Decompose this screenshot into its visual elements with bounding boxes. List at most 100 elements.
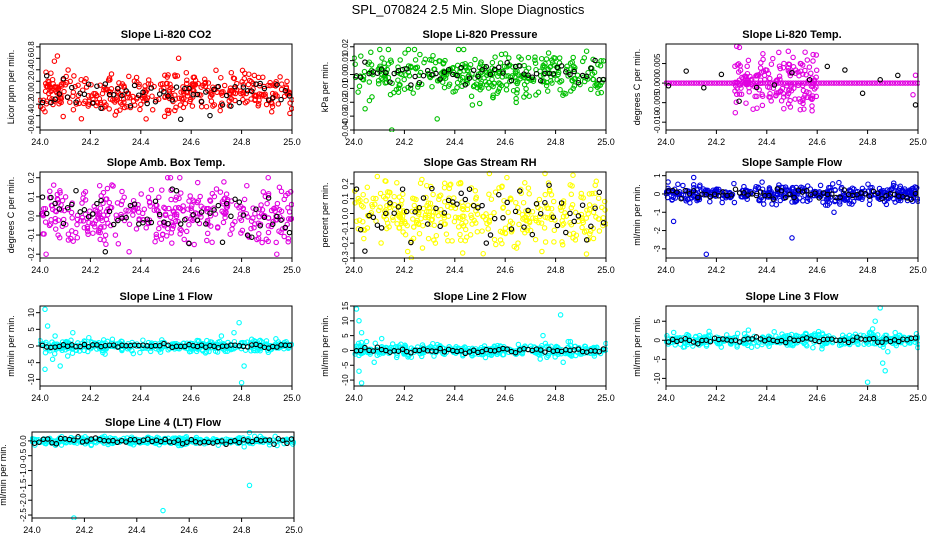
series-point (465, 202, 471, 208)
mean-point (533, 201, 540, 207)
series-point (175, 204, 182, 211)
series-point (177, 174, 183, 181)
mean-point (215, 202, 222, 209)
mean-point (162, 436, 168, 443)
series-point (563, 213, 570, 219)
mean-point (496, 64, 502, 71)
mean-point (682, 187, 689, 194)
mean-point (437, 345, 443, 352)
series-point (768, 98, 774, 104)
x-tick-label: 24.4 (132, 137, 150, 147)
series-point (88, 81, 94, 88)
series-point (431, 205, 437, 211)
series-point (389, 341, 396, 347)
series-point (449, 238, 455, 244)
mean-point (36, 439, 42, 445)
series-point (899, 80, 906, 86)
series-point (698, 80, 705, 86)
series-point (719, 199, 725, 206)
series-point (411, 46, 418, 53)
series-point (164, 107, 171, 114)
series-point (549, 80, 555, 86)
y-tick-label: -5 (341, 361, 350, 369)
chart-title: Slope Line 4 (LT) Flow (105, 417, 221, 429)
mean-point (362, 59, 368, 65)
series-point (241, 340, 248, 346)
series-point (583, 48, 590, 54)
series-point (57, 188, 63, 194)
mean-point (563, 229, 569, 236)
series-point (80, 100, 87, 107)
mean-point (542, 199, 548, 206)
mean-point (859, 90, 866, 97)
series-point (269, 103, 276, 110)
mean-point (504, 346, 510, 352)
series-point (162, 205, 168, 212)
mean-point (223, 441, 229, 448)
series-point (584, 76, 591, 82)
outlier-point (248, 336, 255, 343)
mean-point (592, 57, 598, 64)
series-point (133, 226, 140, 232)
y-tick-label: 10 (341, 316, 350, 325)
series-point (376, 207, 382, 214)
series-point (65, 237, 72, 243)
y-tick-label: -1 (653, 208, 662, 216)
mean-point (110, 342, 117, 348)
series-point (489, 59, 496, 66)
mean-point (420, 195, 427, 201)
series-point (418, 215, 424, 222)
mean-point (119, 92, 125, 99)
series-point (98, 193, 104, 199)
series-point (897, 80, 903, 86)
series-point (815, 80, 822, 86)
series-point (188, 205, 194, 211)
series-point (207, 340, 213, 347)
series-point (776, 49, 782, 56)
mean-point (895, 338, 902, 345)
series-point (786, 333, 792, 339)
mean-point (517, 188, 523, 194)
series-point (588, 86, 594, 93)
mean-point (703, 191, 709, 198)
mean-point (383, 210, 389, 217)
mean-point (75, 434, 81, 440)
series-point (442, 75, 449, 81)
y-tick-label: -0.010 (653, 110, 662, 133)
series-point (832, 197, 839, 204)
mean-point (161, 88, 167, 95)
series-point (548, 205, 555, 212)
series-point (237, 211, 244, 217)
y-axis-label: ml/min per min. (6, 315, 16, 377)
series-point (856, 80, 863, 86)
series-point (726, 80, 733, 86)
mean-point (416, 79, 423, 86)
outlier-point (879, 360, 886, 366)
series-point (230, 75, 237, 81)
mean-point (219, 102, 226, 108)
mean-point (223, 200, 230, 207)
series-point (492, 54, 498, 60)
series-point (156, 225, 162, 232)
mean-point (550, 71, 557, 77)
y-tick-label: -0.2 (27, 247, 36, 261)
series-point (817, 182, 824, 189)
x-tick-label: 25.0 (909, 137, 927, 147)
series-point (523, 208, 529, 214)
x-tick-label: 24.2 (82, 137, 100, 147)
series-point (84, 223, 91, 230)
series-point (110, 183, 116, 189)
series-point (493, 241, 499, 248)
series-point (546, 188, 553, 195)
mean-point (908, 196, 915, 203)
series-point (177, 231, 183, 237)
series-point (377, 204, 383, 210)
series-point (419, 176, 425, 183)
series-point (686, 80, 692, 86)
series-point (355, 89, 361, 95)
mean-point (795, 187, 802, 193)
series-point (866, 201, 873, 208)
x-tick-label: 24.0 (657, 137, 675, 147)
series-point (59, 223, 66, 230)
